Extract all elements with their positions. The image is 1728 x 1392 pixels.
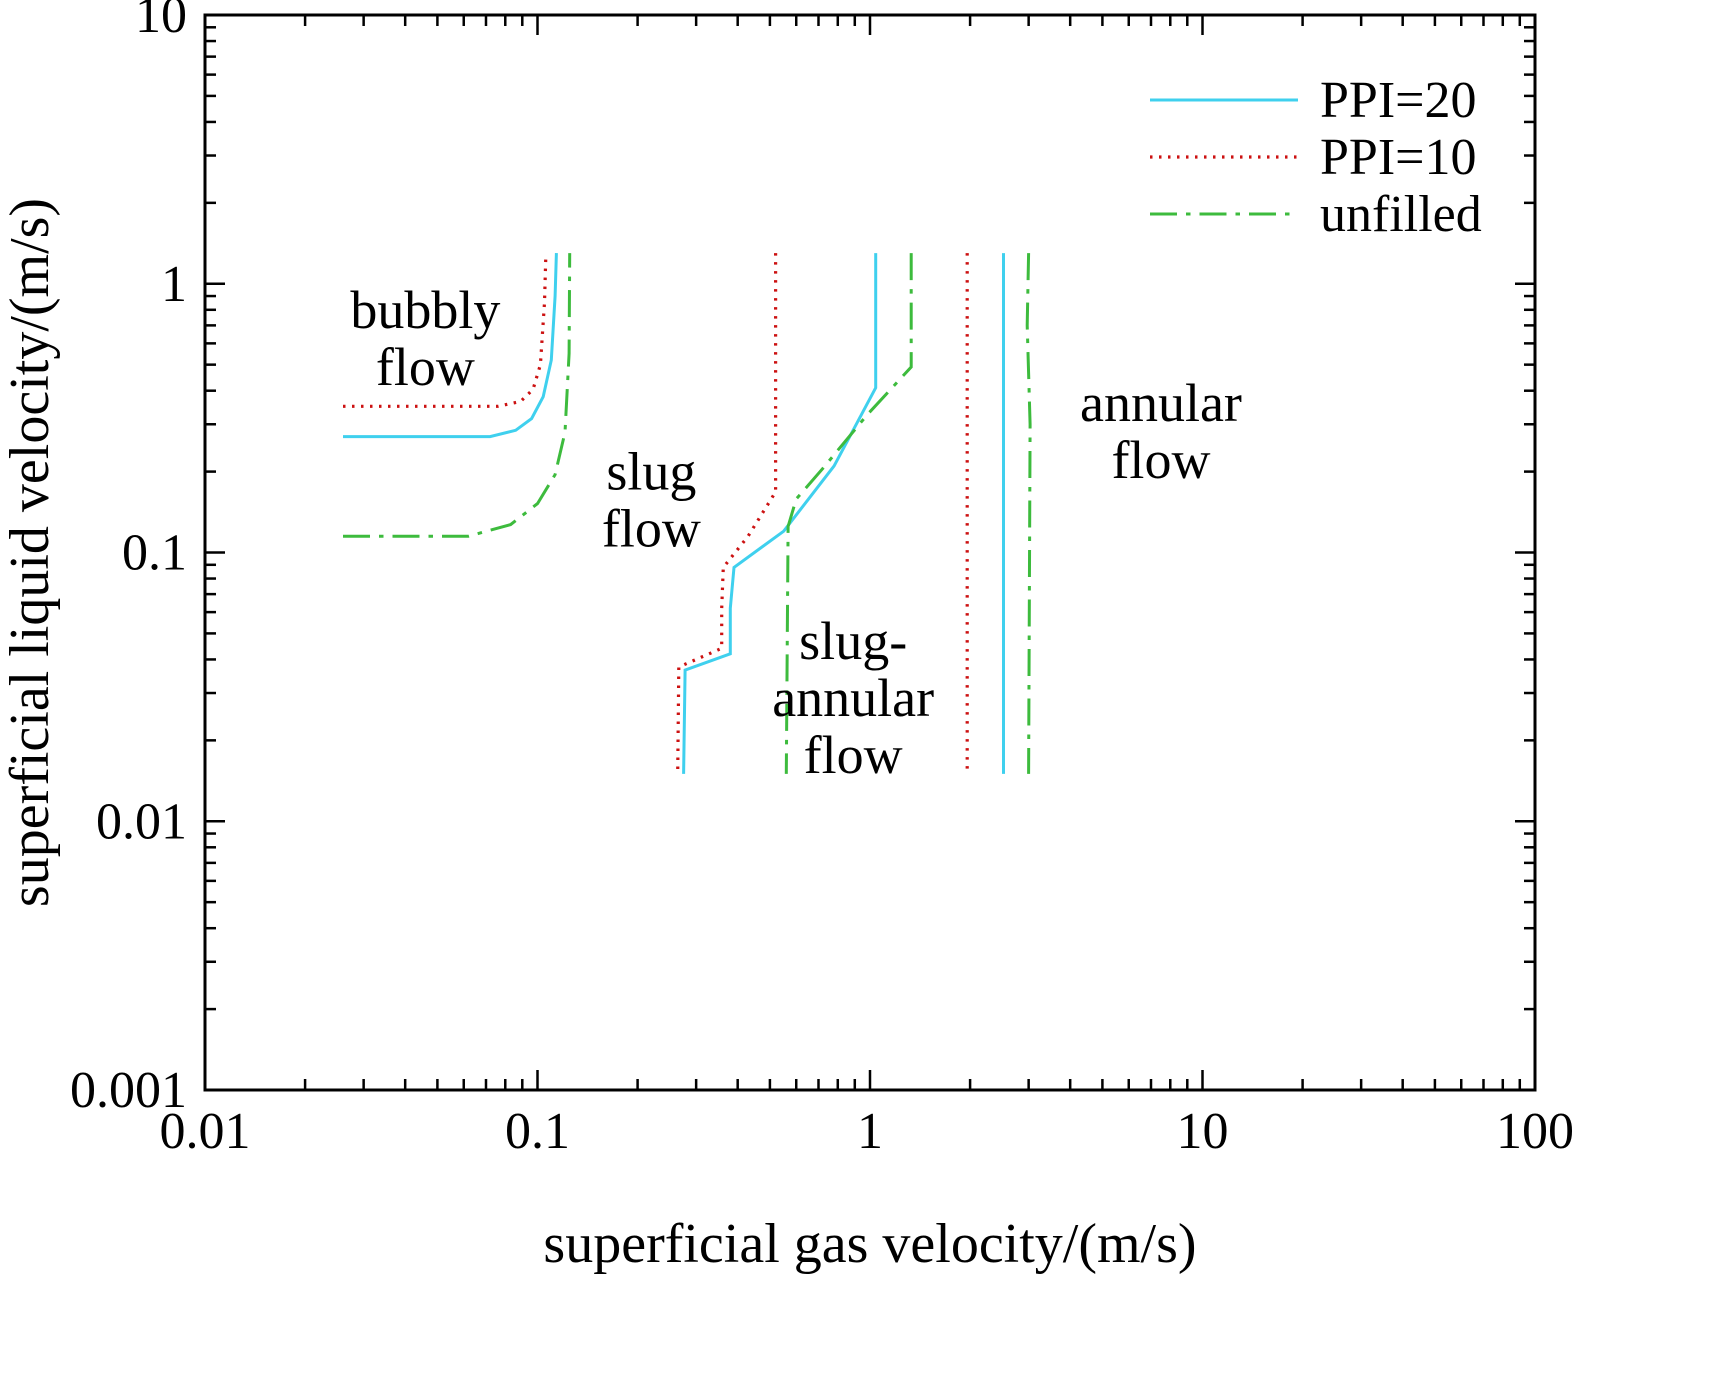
- series-segment: [343, 253, 548, 408]
- x-axis-title: superficial gas velocity/(m/s): [543, 1213, 1196, 1275]
- region-label-annular: annular flow: [1080, 373, 1242, 490]
- series-segment: [343, 253, 572, 538]
- series-segment: [784, 253, 913, 774]
- series-segment: [676, 253, 778, 774]
- x-tick-label: 100: [1496, 1103, 1574, 1160]
- x-tick-label: 0.1: [505, 1103, 570, 1160]
- region-label-slug: slug flow: [602, 442, 701, 559]
- region-label-slug: slug-annular flow: [772, 611, 934, 785]
- axis-ticks: [203, 13, 1537, 1092]
- y-axis-title: superficial liquid velocity/(m/s): [0, 198, 61, 907]
- series-segment: [343, 253, 558, 439]
- y-tick-label: 0.01: [96, 793, 187, 850]
- y-tick-label: 10: [135, 0, 187, 44]
- series-unfilled: [343, 253, 1032, 774]
- series-segment: [1025, 253, 1032, 774]
- x-tick-label: 1: [857, 1103, 883, 1160]
- legend-label-ppi-10: PPI=10: [1320, 129, 1476, 186]
- y-tick-label: 1: [161, 256, 187, 313]
- x-tick-label: 0.01: [160, 1103, 251, 1160]
- series-ppi-10: [343, 253, 969, 774]
- legend-label-unfilled: unfilled: [1320, 186, 1482, 243]
- y-tick-label: 0.1: [122, 525, 187, 582]
- legend-label-ppi-20: PPI=20: [1320, 72, 1476, 129]
- series-ppi-20: [343, 253, 1005, 774]
- x-tick-label: 10: [1177, 1103, 1229, 1160]
- series-segment: [682, 253, 878, 774]
- y-tick-label: 0.001: [70, 1062, 187, 1119]
- region-label-bubbly: bubbly flow: [350, 280, 500, 397]
